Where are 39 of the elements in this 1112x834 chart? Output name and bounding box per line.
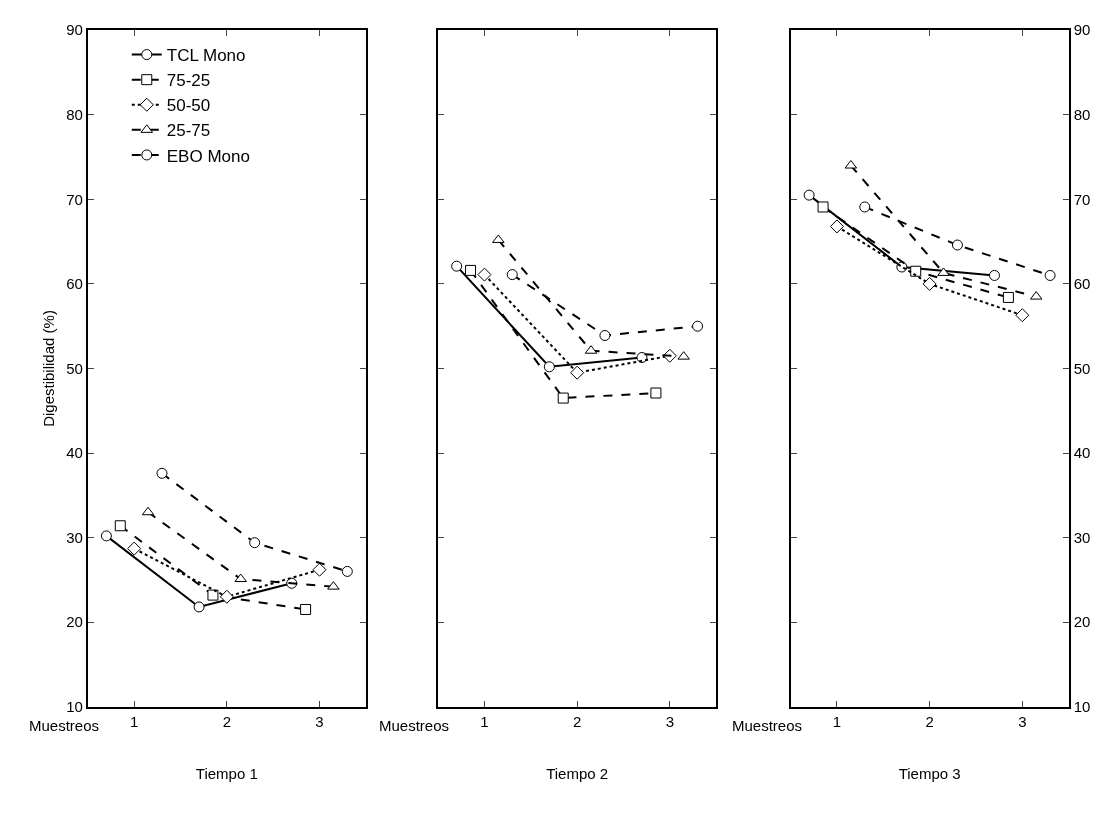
- text: Muestreos: [732, 717, 803, 734]
- y-tick-label: 60: [66, 275, 83, 293]
- text: Muestreos: [379, 717, 450, 734]
- y-tick-label: 30: [1073, 528, 1091, 546]
- y-tick-label: 40: [1073, 444, 1091, 462]
- y-axis-title: Digestibilidad (%): [39, 310, 57, 427]
- y-tick-label: 50: [66, 359, 83, 377]
- x-tick-label: 2: [572, 712, 582, 730]
- legend-label: 50-50: [166, 96, 211, 116]
- x-tick-label: 3: [1018, 712, 1027, 730]
- y-tick-label: 10: [1073, 697, 1091, 715]
- legend-label: 25-75: [166, 121, 211, 141]
- x-tick-label: 2: [925, 712, 934, 730]
- y-tick-label: 30: [66, 528, 83, 546]
- y-tick-label: 80: [1073, 106, 1091, 124]
- legend-label: 75-25: [166, 71, 211, 91]
- y-tick-label: 50: [1073, 359, 1091, 377]
- y-tick-label: 80: [66, 106, 83, 124]
- y-tick-label: 20: [66, 613, 83, 631]
- y-tick-label: 90: [66, 21, 83, 39]
- y-tick-label: 20: [1073, 613, 1091, 631]
- y-tick-label: 70: [1073, 190, 1091, 208]
- x-tick-label: 1: [480, 712, 489, 730]
- y-tick-label: 60: [1073, 275, 1091, 293]
- x-axis-title: Tiempo 2: [546, 765, 609, 783]
- y-tick-label: 70: [66, 190, 83, 208]
- x-axis-title: Tiempo 1: [195, 765, 258, 783]
- x-tick-label: 1: [130, 712, 139, 730]
- x-axis-title: Tiempo 3: [898, 765, 961, 783]
- y-tick-label: 10: [66, 697, 83, 715]
- text: Muestreos: [29, 717, 100, 734]
- x-tick-label: 1: [832, 712, 842, 730]
- legend-label: TCL Mono: [166, 46, 246, 66]
- legend-label: EBO Mono: [166, 146, 250, 166]
- y-tick-label: 90: [1073, 21, 1091, 39]
- x-tick-label: 2: [222, 712, 232, 730]
- x-tick-label: 3: [665, 712, 674, 730]
- x-tick-label: 3: [315, 712, 324, 730]
- y-tick-label: 40: [66, 444, 83, 462]
